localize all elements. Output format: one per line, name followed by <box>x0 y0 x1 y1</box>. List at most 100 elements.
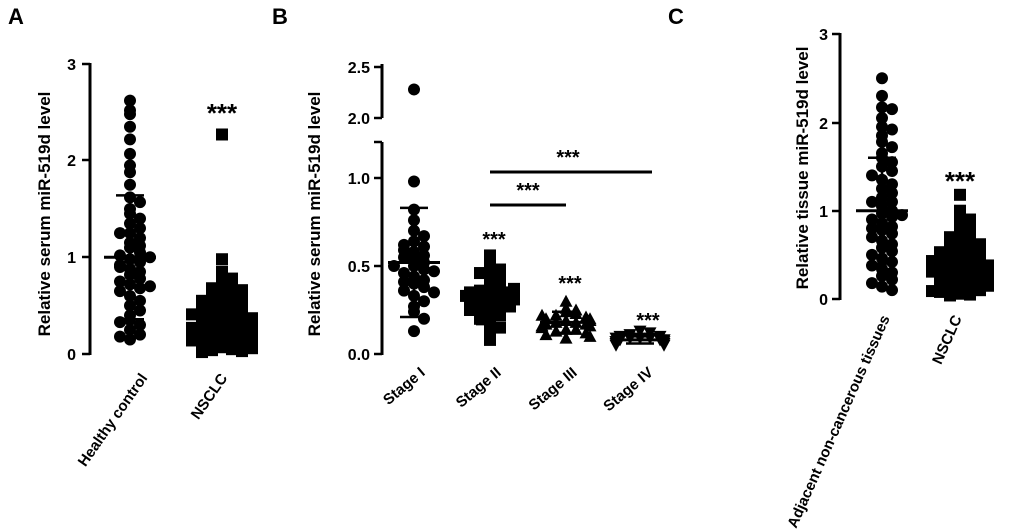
y-tick-label: 1 <box>67 250 76 267</box>
data-point <box>535 319 549 332</box>
x-category-label: Stage I <box>380 364 429 409</box>
panel-label-b: B <box>272 4 288 29</box>
data-point <box>398 238 410 251</box>
data-point <box>886 284 898 297</box>
y-tick-label: 0.0 <box>348 347 370 364</box>
data-point <box>196 294 208 307</box>
significance-label: *** <box>482 229 506 251</box>
y-axis-title-a: Relative serum miR-519d level <box>35 92 54 337</box>
data-point <box>964 288 976 301</box>
data-point <box>886 123 898 136</box>
data-point <box>609 339 623 352</box>
y-tick-label: 1.0 <box>348 171 370 188</box>
data-point <box>398 267 410 280</box>
data-point <box>196 346 208 359</box>
data-point <box>186 334 198 347</box>
data-point <box>474 302 486 315</box>
data-point <box>114 275 126 288</box>
data-point <box>134 294 146 307</box>
data-point <box>886 195 898 208</box>
panel-label-c: C <box>668 4 684 29</box>
data-point <box>886 103 898 116</box>
data-point <box>886 164 898 177</box>
data-point <box>474 312 486 325</box>
y-tick-label: 1 <box>819 204 828 221</box>
data-point <box>236 345 248 358</box>
y-tick-label: 2.0 <box>348 111 370 128</box>
y-ticks-c: 0 1 2 3 <box>819 27 840 309</box>
y-tick-label: 2.5 <box>348 60 370 77</box>
data-point <box>114 260 126 273</box>
x-category-label: Stage III <box>526 364 581 414</box>
panel-b: B Relative serum miR-519d level 0.0 0.5 … <box>272 4 671 415</box>
data-point <box>494 298 506 311</box>
data-point <box>246 318 258 331</box>
data-point <box>886 273 898 286</box>
data-point <box>186 308 198 321</box>
data-point <box>408 325 420 338</box>
significance-label: *** <box>945 166 976 196</box>
data-point <box>236 284 248 297</box>
data-point <box>124 178 136 191</box>
data-point <box>216 128 228 141</box>
data-point <box>206 291 218 304</box>
data-point <box>539 328 553 341</box>
panel-a: A Relative serum miR-519d level 0 1 2 3 … <box>8 4 258 470</box>
data-point <box>196 304 208 317</box>
data-point <box>876 101 888 114</box>
data-point <box>886 210 898 223</box>
data-point <box>886 245 898 258</box>
data-point <box>246 342 258 355</box>
y-ticks-a: 0 1 2 3 <box>67 57 90 364</box>
data-point <box>418 263 430 276</box>
x-category-label: NSCLC <box>929 313 966 367</box>
data-point <box>398 275 410 288</box>
data-point <box>114 285 126 298</box>
data-point <box>226 343 238 356</box>
y-tick-label: 0 <box>67 347 76 364</box>
data-point <box>398 251 410 264</box>
data-point <box>418 240 430 253</box>
y-axis-title-b: Relative serum miR-519d level <box>305 92 324 337</box>
data-point <box>886 178 898 191</box>
data-point <box>934 246 946 259</box>
data-point <box>964 252 976 265</box>
data-point <box>408 175 420 188</box>
data-point <box>559 294 573 307</box>
data-point <box>134 282 146 295</box>
data-point <box>124 104 136 117</box>
data-point <box>428 265 440 278</box>
data-point <box>398 284 410 297</box>
panel-label-a: A <box>8 4 24 29</box>
data-point <box>226 333 238 346</box>
data-point <box>428 286 440 299</box>
data-point <box>408 83 420 96</box>
data-point <box>226 323 238 336</box>
data-point <box>886 187 898 200</box>
panel-c: C Relative tissue miR-519d level 0 1 2 3… <box>668 4 994 531</box>
y-tick-label: 0 <box>819 292 828 309</box>
data-point <box>114 330 126 343</box>
x-category-label: Healthy control <box>75 371 152 470</box>
data-point <box>418 281 430 294</box>
data-point <box>886 156 898 169</box>
y-tick-label: 0.5 <box>348 259 370 276</box>
data-point <box>124 120 136 133</box>
data-point <box>134 212 146 225</box>
data-point <box>569 307 583 320</box>
data-point <box>216 253 228 266</box>
data-point <box>944 289 956 302</box>
data-point <box>134 196 146 209</box>
data-point <box>226 289 238 302</box>
data-point <box>876 111 888 124</box>
data-point <box>134 304 146 317</box>
data-point <box>508 282 520 295</box>
data-point <box>206 325 218 338</box>
data-point <box>124 323 136 336</box>
data-marks-c <box>856 72 994 302</box>
data-point <box>954 188 966 201</box>
data-point <box>866 231 878 244</box>
significance-label: *** <box>636 310 660 332</box>
x-category-label: Adjacent non-cancerous tissues <box>784 313 893 531</box>
